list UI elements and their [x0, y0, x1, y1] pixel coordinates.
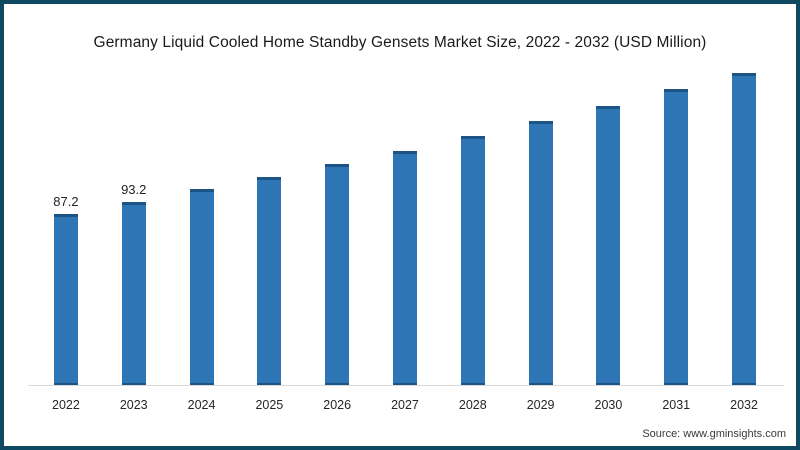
x-tick-2029: 2029	[526, 398, 555, 412]
plot-area: 87.2 93.2	[28, 73, 784, 386]
bar-column-2025	[235, 73, 303, 386]
bar-column-2030	[575, 73, 643, 386]
bar-column-2022: 87.2	[32, 73, 100, 386]
bar-2032	[732, 73, 757, 386]
bar-column-2029	[507, 73, 575, 386]
bar-2029	[528, 121, 553, 386]
bar-2028	[460, 136, 485, 386]
bar-column-2024	[168, 73, 236, 386]
chart-title: Germany Liquid Cooled Home Standby Gense…	[93, 34, 707, 51]
x-tick-2022: 2022	[52, 398, 80, 412]
x-axis-tick-labels: 2022 2023 2024 2025 2026 2027 2028 2029 2030 2031…	[32, 398, 778, 412]
bar-value-label-2023: 93.2	[121, 182, 147, 197]
source-credit: Source: www.gminsights.com	[642, 428, 786, 440]
bar-column-2031	[642, 73, 710, 386]
x-tick-2023: 2023	[119, 398, 148, 412]
bar-column-2023: 93.2	[100, 73, 168, 386]
x-tick-2030: 2030	[594, 398, 623, 412]
bar-column-2026	[303, 73, 371, 386]
x-tick-2032: 2032	[730, 398, 758, 412]
x-tick-2027: 2027	[391, 398, 419, 412]
x-tick-2028: 2028	[458, 398, 487, 412]
bar-column-2032	[710, 73, 778, 386]
x-tick-2026: 2026	[323, 398, 352, 412]
x-tick-2031: 2031	[662, 398, 691, 412]
bar-2027	[392, 151, 417, 386]
bar-2030	[596, 106, 621, 386]
bar-2025	[257, 177, 282, 386]
bar-column-2027	[371, 73, 439, 386]
x-axis-line	[28, 385, 784, 386]
bar-column-2028	[439, 73, 507, 386]
bar-2024	[189, 189, 214, 386]
bar-value-label-2022: 87.2	[53, 194, 79, 209]
bar-2023	[121, 202, 146, 386]
x-tick-2024: 2024	[187, 398, 216, 412]
bar-2026	[325, 164, 350, 386]
bar-2022	[53, 214, 78, 386]
bar-2031	[664, 89, 689, 386]
x-tick-2025: 2025	[255, 398, 284, 412]
